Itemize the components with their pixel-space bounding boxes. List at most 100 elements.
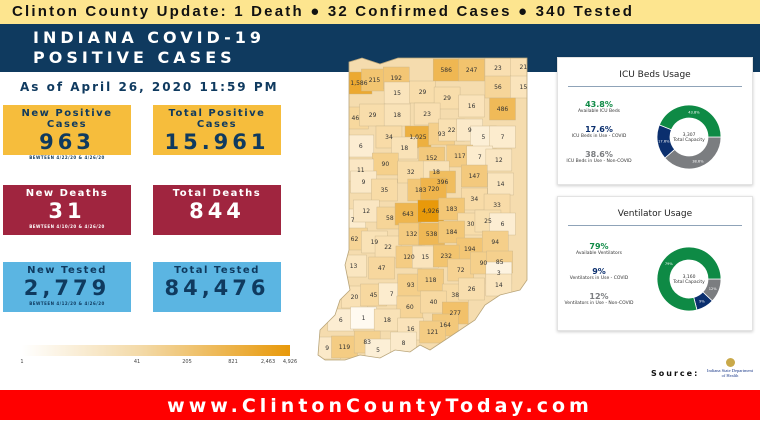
county-case-label: 720	[428, 186, 440, 193]
county-case-label: 9	[362, 179, 366, 186]
county-case-label: 9	[325, 345, 329, 352]
county-case-label: 18	[401, 145, 409, 152]
legend-pct: 17.6%	[585, 125, 613, 134]
county-case-label: 90	[480, 260, 488, 267]
county-case-label: 93	[438, 131, 446, 138]
stat-label: Total Deaths	[172, 188, 262, 199]
county-case-label: 34	[471, 196, 479, 203]
county-case-label: 232	[440, 253, 452, 260]
county-case-label: 121	[427, 329, 439, 336]
stat-new-tested: New Tested 2,779 BEWTEEN 4/12/20 & 4/26/…	[3, 262, 131, 312]
county-case-label: 183	[415, 187, 427, 194]
county-case-label: 152	[426, 155, 438, 162]
county-case-label: 12	[362, 208, 370, 215]
source-label: Source:	[651, 369, 700, 378]
county-case-label: 4,926	[422, 208, 439, 215]
legend-label: ICU Beds in Use - Non-COVID	[566, 159, 632, 164]
stat-value: 84,476	[164, 276, 270, 300]
county-case-label: 3	[497, 270, 501, 277]
scale-tick: 821	[228, 359, 238, 365]
county-case-label: 119	[339, 344, 351, 351]
scale-tick: 1	[20, 359, 24, 365]
county-case-label: 8	[402, 340, 406, 347]
legend-label: Available ICU Beds	[577, 109, 621, 114]
county-case-label: 29	[443, 95, 451, 102]
county-case-label: 45	[370, 292, 378, 299]
vent-legend-noncovid: 12% Ventilators in Use - Non-COVID	[564, 292, 634, 307]
vent-legend-covid: 9% Ventilators in Use - COVID	[564, 267, 634, 282]
logo-text: Indiana State Department of Health	[707, 368, 753, 378]
stat-value: 844	[189, 199, 245, 223]
county-case-label: 20	[351, 294, 359, 301]
scale-tick: 41	[133, 359, 141, 365]
county-case-label: 93	[407, 282, 415, 289]
legend-label: Available Ventilators	[576, 251, 622, 256]
county-cell	[489, 125, 516, 149]
county-case-label: 14	[497, 181, 505, 188]
donut-total: 3,160	[683, 274, 696, 280]
county-cell	[458, 94, 485, 118]
county-case-label: 1	[362, 315, 366, 322]
legend-label: Ventilators in Use - COVID	[569, 276, 629, 281]
county-case-label: 16	[468, 103, 476, 110]
donut-slice	[658, 104, 722, 138]
legend-pct: 9%	[592, 267, 606, 276]
county-case-label: 15	[520, 84, 528, 91]
stat-new-positive: New Positive Cases 963 BEWTEEN 4/22/20 &…	[3, 105, 131, 160]
county-case-label: 22	[384, 244, 392, 251]
county-case-label: 14	[495, 282, 503, 289]
donut-slice	[656, 246, 722, 312]
donut-slice-label: 38.6%	[692, 159, 704, 163]
stat-label: New Positive Cases	[21, 108, 113, 130]
county-cell	[371, 178, 398, 202]
county-case-label: 7	[390, 291, 394, 298]
stat-value: 31	[48, 199, 86, 223]
county-case-label: 16	[407, 326, 415, 333]
county-case-label: 1,025	[409, 134, 426, 141]
county-cell	[419, 320, 446, 344]
stat-sub: BEWTEEN 4/12/20 & 4/26/20	[29, 301, 105, 306]
scale-tick: 4,926	[282, 359, 298, 365]
county-case-label: 6	[359, 143, 363, 150]
county-case-label: 85	[496, 259, 504, 266]
county-case-label: 94	[491, 239, 499, 246]
county-case-label: 7	[478, 154, 482, 161]
county-case-label: 40	[430, 299, 438, 306]
icu-legend-covid: 17.6% ICU Beds in Use - COVID	[564, 125, 634, 140]
stat-value: 963	[39, 130, 95, 154]
seal-icon	[725, 358, 735, 367]
county-case-label: 46	[352, 115, 360, 122]
icu-card-title: ICU Beds Usage	[619, 70, 691, 80]
county-case-label: 18	[393, 112, 401, 119]
donut-slice-label: 12%	[709, 287, 718, 291]
donut-slice-label: 79%	[665, 262, 674, 266]
county-case-label: 58	[386, 215, 394, 222]
county-case-label: 194	[464, 246, 476, 253]
divider	[568, 225, 742, 226]
county-case-label: 396	[437, 179, 449, 186]
vent-card-title: Ventilator Usage	[617, 209, 693, 219]
stat-value: 15.961	[164, 130, 270, 154]
county-case-label: 34	[385, 134, 393, 141]
county-case-label: 22	[448, 127, 456, 134]
county-case-label: 277	[450, 310, 462, 317]
stat-sub: BEWTEEN 4/10/20 & 4/26/20	[29, 224, 105, 229]
county-case-label: 21	[520, 64, 528, 71]
county-case-label: 83	[363, 339, 371, 346]
county-case-label: 29	[419, 89, 427, 96]
county-cell	[458, 277, 485, 301]
donut-slice-label: 43.8%	[688, 110, 700, 114]
county-case-label: 72	[457, 267, 465, 274]
county-case-label: 1,586	[350, 80, 367, 87]
icu-beds-card: ICU Beds Usage 43.8% Available ICU Beds 1…	[557, 57, 753, 185]
county-case-label: 132	[406, 231, 418, 238]
page-title: INDIANA COVID-19 POSITIVE CASES	[33, 28, 265, 68]
donut-slice-label: 9%	[699, 299, 705, 303]
county-case-label: 23	[423, 111, 431, 118]
as-of-date: As of April 26, 2020 11:59 PM	[20, 80, 279, 94]
county-case-label: 35	[381, 187, 389, 194]
donut-total: 3,307	[683, 132, 696, 138]
